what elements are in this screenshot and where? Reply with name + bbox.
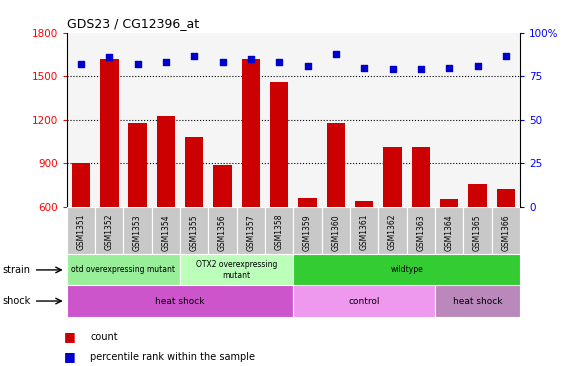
Bar — [440, 199, 458, 207]
Point — [360, 65, 369, 71]
Text: shock: shock — [3, 296, 31, 306]
Text: ■: ■ — [64, 350, 76, 363]
Text: GDS23 / CG12396_at: GDS23 / CG12396_at — [67, 17, 199, 30]
Bar — [293, 254, 520, 285]
Bar — [299, 198, 317, 207]
Bar — [242, 59, 260, 207]
Bar — [237, 207, 265, 254]
Text: GSM1364: GSM1364 — [444, 214, 454, 251]
Text: GSM1354: GSM1354 — [162, 214, 170, 251]
Bar — [327, 123, 345, 207]
Bar — [67, 207, 95, 254]
Point — [388, 67, 397, 72]
Bar — [293, 207, 322, 254]
Text: percentile rank within the sample: percentile rank within the sample — [90, 352, 255, 362]
Bar — [464, 207, 492, 254]
Point — [331, 51, 340, 57]
Bar — [435, 207, 464, 254]
Text: otd overexpressing mutant: otd overexpressing mutant — [71, 265, 175, 274]
Text: ■: ■ — [64, 330, 76, 343]
Bar — [213, 165, 232, 207]
Text: GSM1362: GSM1362 — [388, 214, 397, 250]
Point — [133, 61, 142, 67]
Text: GSM1360: GSM1360 — [331, 214, 340, 251]
Bar — [468, 184, 487, 207]
Point — [303, 63, 312, 69]
Text: heat shock: heat shock — [453, 296, 502, 306]
Bar — [265, 207, 293, 254]
Point — [501, 53, 511, 59]
Text: wildtype: wildtype — [390, 265, 423, 274]
Point — [162, 60, 171, 66]
Text: count: count — [90, 332, 118, 342]
Bar — [355, 201, 374, 207]
Bar — [180, 254, 293, 285]
Bar — [293, 285, 435, 317]
Point — [246, 56, 256, 62]
Bar — [152, 207, 180, 254]
Text: GSM1351: GSM1351 — [77, 214, 85, 250]
Bar — [322, 207, 350, 254]
Text: GSM1366: GSM1366 — [501, 214, 510, 251]
Bar — [497, 190, 515, 207]
Bar — [383, 147, 401, 207]
Point — [275, 60, 284, 66]
Bar — [128, 123, 147, 207]
Bar — [100, 59, 119, 207]
Bar — [124, 207, 152, 254]
Bar — [209, 207, 237, 254]
Bar — [412, 147, 430, 207]
Text: GSM1363: GSM1363 — [417, 214, 425, 251]
Text: GSM1353: GSM1353 — [133, 214, 142, 251]
Point — [76, 61, 85, 67]
Bar — [72, 163, 90, 207]
Text: GSM1365: GSM1365 — [473, 214, 482, 251]
Text: control: control — [349, 296, 380, 306]
Bar — [435, 285, 520, 317]
Point — [416, 67, 425, 72]
Bar — [67, 254, 180, 285]
Bar — [180, 207, 209, 254]
Text: GSM1358: GSM1358 — [275, 214, 284, 250]
Text: OTX2 overexpressing
mutant: OTX2 overexpressing mutant — [196, 260, 278, 280]
Bar — [407, 207, 435, 254]
Bar — [185, 137, 203, 207]
Bar — [350, 207, 378, 254]
Text: strain: strain — [3, 265, 31, 275]
Text: GSM1359: GSM1359 — [303, 214, 312, 251]
Bar — [492, 207, 520, 254]
Bar — [157, 116, 175, 207]
Point — [189, 53, 199, 59]
Text: GSM1355: GSM1355 — [190, 214, 199, 251]
Point — [218, 60, 227, 66]
Point — [473, 63, 482, 69]
Point — [105, 54, 114, 60]
Text: GSM1352: GSM1352 — [105, 214, 114, 250]
Bar — [378, 207, 407, 254]
Bar — [67, 285, 293, 317]
Bar — [95, 207, 124, 254]
Text: heat shock: heat shock — [155, 296, 205, 306]
Text: GSM1361: GSM1361 — [360, 214, 369, 250]
Bar — [270, 82, 288, 207]
Point — [444, 65, 454, 71]
Text: GSM1356: GSM1356 — [218, 214, 227, 251]
Text: GSM1357: GSM1357 — [246, 214, 256, 251]
